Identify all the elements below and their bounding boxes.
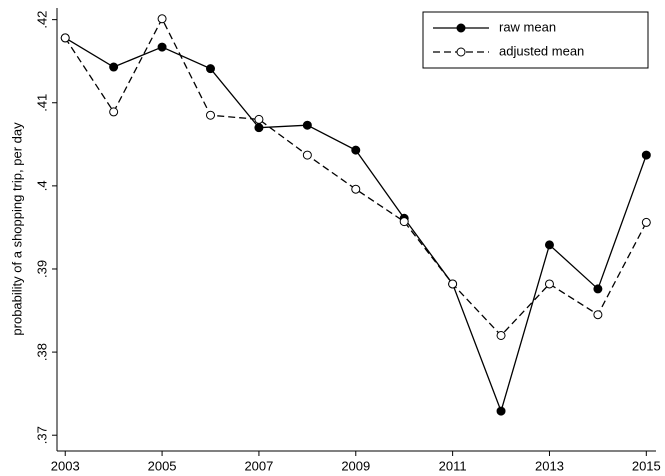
point [448, 279, 458, 289]
point [351, 145, 361, 155]
y-tick-label: .4 [34, 180, 49, 191]
point [254, 123, 264, 133]
y-tick-label: .38 [34, 343, 49, 361]
point [254, 114, 264, 124]
point [109, 107, 119, 117]
point [593, 310, 603, 320]
point [544, 279, 554, 289]
x-tick-label: 2007 [244, 458, 273, 471]
legend-marker [456, 47, 466, 57]
point [109, 62, 119, 72]
legend-marker [456, 23, 466, 33]
y-axis-label: probability of a shopping trip, per day [9, 122, 24, 336]
x-tick-label: 2015 [632, 458, 661, 471]
x-tick-label: 2011 [439, 458, 467, 471]
x-tick-label: 2009 [341, 458, 370, 471]
point [496, 330, 506, 340]
point [641, 150, 651, 160]
x-tick-label: 2005 [148, 458, 177, 471]
point [157, 42, 167, 52]
point [302, 150, 312, 160]
y-tick-label: .39 [34, 260, 49, 278]
legend-label: raw mean [499, 19, 556, 34]
point [206, 64, 216, 74]
point [496, 406, 506, 416]
legend-label: adjusted mean [499, 43, 584, 58]
point [206, 110, 216, 120]
point [641, 217, 651, 227]
point [302, 120, 312, 130]
legend-box [422, 11, 649, 69]
point [157, 14, 167, 24]
y-tick-label: .41 [34, 94, 49, 112]
point [399, 217, 409, 227]
y-tick-label: .42 [34, 11, 49, 29]
y-tick-label: .37 [34, 426, 49, 444]
point [60, 33, 70, 43]
point [351, 184, 361, 194]
point [544, 240, 554, 250]
point [593, 284, 603, 294]
x-tick-label: 2003 [51, 458, 80, 471]
x-tick-label: 2013 [535, 458, 564, 471]
